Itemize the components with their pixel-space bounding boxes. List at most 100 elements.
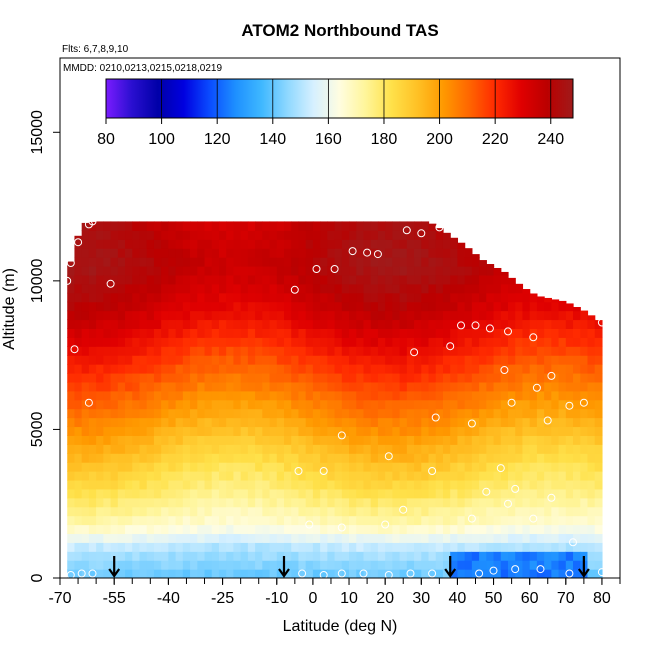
heatmap-cell bbox=[392, 390, 401, 401]
heatmap-cell bbox=[117, 266, 126, 276]
heatmap-cell bbox=[493, 524, 502, 535]
heatmap-cell bbox=[240, 390, 249, 401]
heatmap-cell bbox=[168, 453, 177, 463]
heatmap-cell bbox=[414, 408, 422, 419]
heatmap-cell bbox=[573, 524, 581, 535]
heatmap-cell bbox=[298, 479, 307, 490]
heatmap-cell bbox=[428, 274, 437, 285]
heatmap-cell bbox=[284, 248, 292, 258]
heatmap-cell bbox=[312, 390, 321, 401]
heatmap-cell bbox=[421, 337, 430, 347]
heatmap-cell bbox=[356, 328, 365, 338]
heatmap-cell bbox=[284, 239, 292, 249]
heatmap-cell bbox=[312, 346, 321, 356]
heatmap-cell bbox=[233, 408, 242, 419]
heatmap-cell bbox=[146, 542, 155, 552]
heatmap-cell bbox=[218, 372, 227, 383]
heatmap-cell bbox=[88, 524, 97, 535]
heatmap-cell bbox=[573, 471, 581, 481]
heatmap-cell bbox=[96, 417, 104, 428]
heatmap-cell bbox=[479, 453, 487, 463]
heatmap-cell bbox=[146, 355, 155, 365]
heatmap-cell bbox=[500, 488, 509, 499]
heatmap-cell bbox=[479, 560, 487, 570]
heatmap-cell bbox=[153, 497, 162, 508]
heatmap-cell bbox=[218, 381, 227, 392]
heatmap-cell bbox=[551, 381, 560, 392]
heatmap-cell bbox=[284, 569, 292, 578]
heatmap-cell bbox=[442, 533, 451, 543]
heatmap-cell bbox=[74, 283, 83, 294]
heatmap-cell bbox=[370, 444, 379, 454]
heatmap-cell bbox=[153, 506, 162, 517]
heatmap-cell bbox=[442, 257, 451, 267]
heatmap-cell bbox=[74, 471, 83, 481]
heatmap-cell bbox=[320, 372, 328, 383]
heatmap-cell bbox=[284, 372, 292, 383]
heatmap-cell bbox=[529, 479, 538, 490]
heatmap-cell bbox=[334, 301, 343, 312]
heatmap-cell bbox=[428, 372, 437, 383]
heatmap-cell bbox=[204, 239, 213, 249]
heatmap-cell bbox=[204, 453, 213, 463]
heatmap-cell bbox=[291, 221, 300, 231]
heatmap-cell bbox=[464, 337, 473, 347]
heatmap-cell bbox=[486, 453, 495, 463]
heatmap-cell bbox=[276, 471, 285, 481]
heatmap-cell bbox=[81, 248, 90, 258]
heatmap-cell bbox=[450, 248, 459, 258]
heatmap-cell bbox=[349, 319, 357, 329]
heatmap-cell bbox=[573, 408, 581, 419]
heatmap-cell bbox=[385, 346, 393, 356]
heatmap-cell bbox=[486, 533, 495, 543]
heatmap-cell bbox=[565, 479, 574, 490]
heatmap-cell bbox=[247, 506, 256, 517]
heatmap-cell bbox=[536, 533, 545, 543]
heatmap-cell bbox=[421, 551, 430, 561]
heatmap-cell bbox=[175, 560, 184, 570]
heatmap-cell bbox=[182, 301, 191, 312]
heatmap-cell bbox=[132, 471, 141, 481]
heatmap-cell bbox=[218, 560, 227, 570]
heatmap-cell bbox=[522, 488, 531, 499]
heatmap-cell bbox=[536, 497, 545, 508]
heatmap-cell bbox=[406, 408, 415, 419]
heatmap-cell bbox=[587, 435, 596, 445]
heatmap-cell bbox=[305, 560, 314, 570]
x-tick-label: 0 bbox=[308, 590, 317, 607]
heatmap-cell bbox=[284, 399, 292, 410]
heatmap-cell bbox=[168, 337, 177, 347]
heatmap-cell bbox=[182, 328, 191, 338]
heatmap-cell bbox=[305, 426, 314, 436]
heatmap-cell bbox=[493, 542, 502, 552]
heatmap-cell bbox=[320, 533, 328, 543]
heatmap-cell bbox=[153, 542, 162, 552]
heatmap-cell bbox=[457, 337, 466, 347]
heatmap-cell bbox=[428, 319, 437, 329]
heatmap-cell bbox=[153, 266, 162, 276]
heatmap-cell bbox=[110, 417, 119, 428]
data-point bbox=[384, 571, 393, 578]
heatmap-cell bbox=[341, 390, 350, 401]
heatmap-cell bbox=[182, 417, 191, 428]
heatmap-cell bbox=[442, 372, 451, 383]
heatmap-cell bbox=[190, 346, 198, 356]
heatmap-cell bbox=[255, 274, 263, 285]
heatmap-cell bbox=[226, 364, 235, 374]
heatmap-cell bbox=[255, 266, 263, 276]
heatmap-cell bbox=[161, 390, 169, 401]
heatmap-cell bbox=[377, 301, 386, 312]
heatmap-cell bbox=[594, 479, 603, 490]
heatmap-cell bbox=[240, 462, 249, 472]
heatmap-cell bbox=[558, 479, 567, 490]
heatmap-cell bbox=[508, 346, 516, 356]
heatmap-cell bbox=[305, 337, 314, 347]
heatmap-cell bbox=[117, 497, 126, 508]
heatmap-cell bbox=[190, 372, 198, 383]
heatmap-cell bbox=[320, 399, 328, 410]
heatmap-cell bbox=[414, 488, 422, 499]
heatmap-cell bbox=[284, 417, 292, 428]
heatmap-cell bbox=[197, 310, 206, 321]
heatmap-cell bbox=[284, 355, 292, 365]
data-point bbox=[457, 321, 465, 330]
